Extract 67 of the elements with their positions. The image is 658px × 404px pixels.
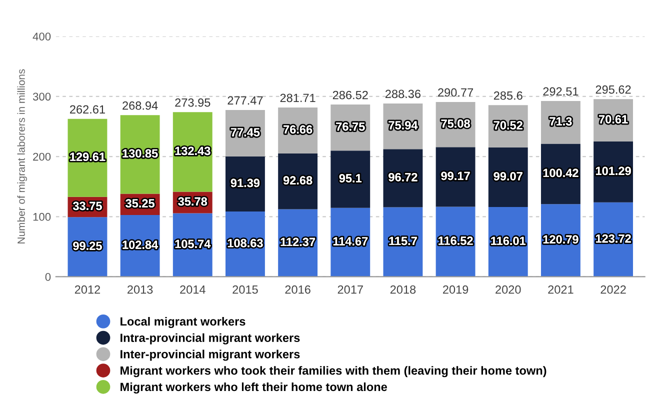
data-label: 120.79: [543, 235, 578, 244]
x-tick-label: 2021: [548, 285, 574, 294]
data-label: 70.52: [494, 121, 522, 130]
data-label: 75.94: [388, 121, 418, 130]
x-tick-label: 2018: [390, 285, 416, 294]
total-label: 285.6: [494, 91, 522, 100]
legend-label: Intra-provincial migrant workers: [120, 333, 300, 344]
x-tick-label: 2014: [180, 285, 206, 294]
data-label: 96.72: [388, 172, 418, 182]
bar: [330, 150, 370, 208]
y-axis-title: Number of migrant laborers in millions: [17, 69, 27, 244]
data-label: 99.07: [494, 172, 522, 180]
data-label: 71.3: [550, 117, 572, 126]
x-tick-label: 2012: [74, 285, 100, 294]
data-label: 99.25: [73, 242, 102, 250]
data-label: 70.61: [599, 115, 628, 124]
data-label: 105.74: [175, 240, 211, 248]
y-tick-label: 300: [32, 92, 51, 101]
x-tick-label: 2015: [232, 285, 258, 294]
legend-label: Migrant workers who took their families with them (leaving their home town): [120, 366, 546, 378]
data-label: 116.01: [491, 236, 526, 246]
y-tick-label: 200: [33, 152, 51, 161]
y-tick-label: 100: [33, 212, 51, 221]
data-label: 33.75: [72, 202, 102, 210]
data-label: 114.67: [333, 237, 368, 246]
data-label: 108.63: [228, 238, 263, 248]
data-label: 95.1: [339, 174, 362, 182]
data-label: 123.72: [596, 234, 631, 243]
total-label: 286.52: [332, 90, 368, 100]
data-label: 129.61: [70, 152, 106, 162]
data-label: 75.08: [441, 119, 470, 128]
total-label: 292.51: [543, 87, 578, 96]
data-label: 77.45: [230, 128, 260, 136]
y-tick-label: 400: [32, 32, 51, 40]
data-label: 35.25: [126, 199, 155, 208]
total-label: 262.61: [70, 105, 105, 114]
legend-label: Migrant workers who left their home town alone: [120, 382, 387, 394]
data-label: 100.42: [543, 168, 578, 178]
x-tick-label: 2022: [600, 285, 626, 294]
legend-label: Inter-provincial migrant workers: [120, 350, 300, 361]
total-label: 295.62: [596, 85, 631, 94]
legend-label: Local migrant workers: [120, 316, 246, 328]
data-label: 130.85: [122, 149, 158, 158]
x-tick-label: 2017: [338, 285, 363, 294]
data-label: 92.68: [283, 176, 312, 185]
total-label: 277.47: [228, 96, 263, 105]
data-label: 35.78: [178, 197, 208, 206]
total-label: 288.36: [386, 90, 421, 98]
data-label: 91.39: [230, 178, 260, 188]
total-label: 281.71: [280, 94, 316, 102]
data-label: 76.75: [336, 122, 365, 131]
x-tick-label: 2019: [443, 285, 468, 294]
data-label: 116.52: [438, 236, 473, 245]
x-tick-label: 2013: [128, 285, 153, 294]
total-label: 290.77: [438, 88, 474, 97]
data-label: 112.37: [280, 238, 316, 246]
data-label: 132.43: [175, 146, 210, 156]
y-tick-label: 0: [45, 273, 51, 281]
x-tick-label: 2016: [285, 285, 310, 294]
data-label: 76.66: [284, 125, 312, 134]
data-label: 101.29: [596, 166, 631, 176]
total-label: 268.94: [122, 101, 158, 110]
total-label: 273.95: [175, 98, 210, 107]
x-tick-label: 2020: [496, 285, 521, 294]
data-label: 102.84: [122, 240, 158, 250]
data-label: 115.7: [389, 236, 417, 246]
data-label: 99.17: [441, 172, 470, 180]
